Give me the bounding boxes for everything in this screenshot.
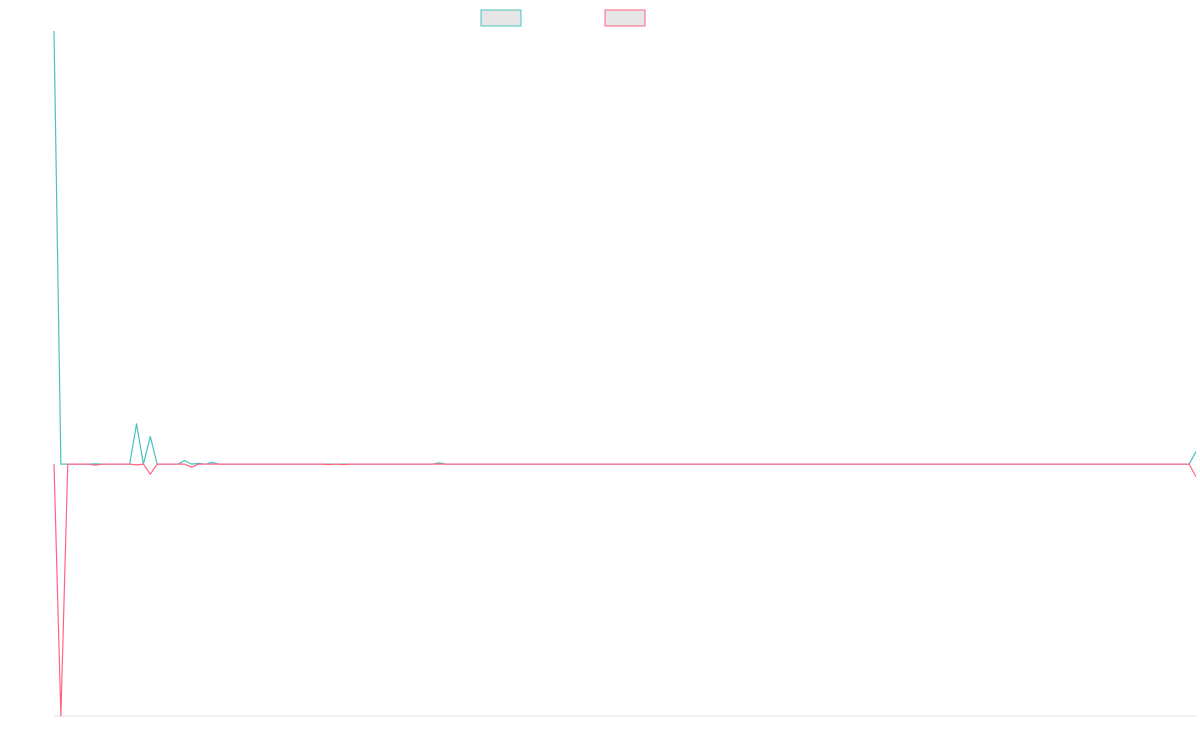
series-line-2 xyxy=(53,463,1197,717)
legend-swatch-1[interactable] xyxy=(480,9,522,27)
series-line-1 xyxy=(53,30,1197,465)
plot-area xyxy=(53,30,1197,717)
legend-swatch-2[interactable] xyxy=(604,9,646,27)
legend xyxy=(480,9,646,27)
